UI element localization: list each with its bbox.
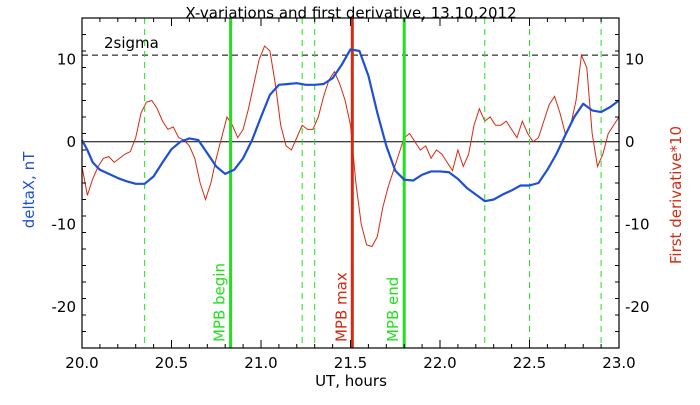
- y-axis-label-left: deltaX, nT: [20, 151, 38, 228]
- x-tick-label: 21.5: [334, 354, 367, 372]
- deltax-series-line: [81, 48, 620, 203]
- derivative-series-line: [81, 45, 620, 248]
- plot-frame: [81, 17, 620, 349]
- plot-area: MPB begin MPB max MPB end 20.0 20.5 21.0 21.5 2…: [52, 17, 650, 372]
- x-tick-label: 23.0: [602, 354, 635, 372]
- sigma-label: 2sigma: [104, 34, 159, 52]
- y-tick-label-right: 10: [625, 50, 644, 68]
- y-tick-label-right: -20: [625, 298, 650, 316]
- x-tick-label: 22.0: [423, 354, 456, 372]
- event-label: MPB begin: [211, 263, 229, 342]
- x-tick-label: 20.5: [155, 354, 188, 372]
- x-tick-label: 21.0: [244, 354, 277, 372]
- event-label: MPB end: [384, 277, 402, 342]
- y-tick-label-right: 0: [625, 133, 635, 151]
- y-tick-label-left: -10: [52, 215, 77, 233]
- x-tick-label: 20.0: [65, 354, 98, 372]
- x-axis-label: UT, hours: [315, 372, 387, 390]
- y-tick-label-left: 10: [57, 50, 76, 68]
- y-axis-label-right: First derivative*10: [667, 126, 685, 264]
- y-tick-label-left: 0: [66, 133, 76, 151]
- x-tick-label: 22.5: [513, 354, 546, 372]
- event-label: MPB max: [332, 272, 350, 342]
- y-tick-label-left: -20: [52, 298, 77, 316]
- y-tick-label-right: -10: [625, 215, 650, 233]
